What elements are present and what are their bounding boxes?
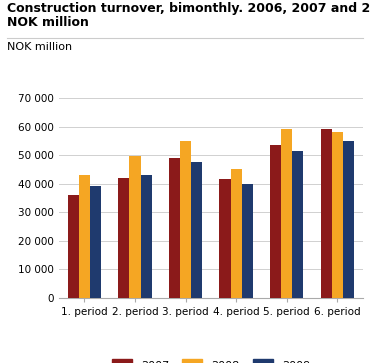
Bar [219,179,231,298]
Bar [270,145,281,298]
Text: Construction turnover, bimonthly. 2006, 2007 and 2008.: Construction turnover, bimonthly. 2006, … [7,2,370,15]
Text: NOK million: NOK million [7,16,89,29]
Bar [281,129,292,298]
Bar [79,175,90,298]
Legend: 2007, 2008, 2009: 2007, 2008, 2009 [112,359,310,363]
Bar [90,187,101,298]
Bar [118,178,130,298]
Bar [68,195,79,298]
Bar [169,158,180,298]
Bar [343,141,354,298]
Bar [191,162,202,298]
Bar [332,132,343,298]
Bar [242,184,253,298]
Bar [231,169,242,298]
Bar [321,129,332,298]
Bar [180,141,191,298]
Bar [130,156,141,298]
Bar [141,175,152,298]
Text: NOK million: NOK million [7,42,73,52]
Bar [292,151,303,298]
